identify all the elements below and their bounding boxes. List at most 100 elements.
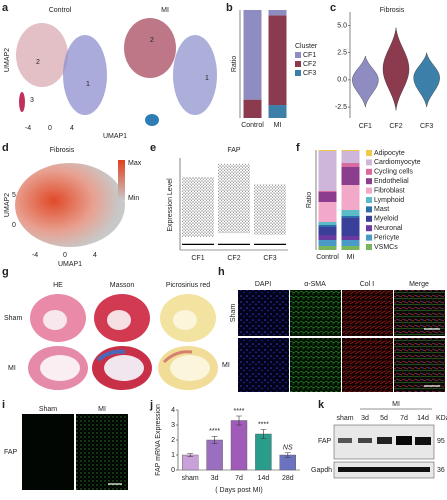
significance: NS — [283, 445, 293, 452]
lumen — [104, 355, 144, 381]
row-label: MI — [8, 365, 16, 372]
bar-segment — [318, 202, 337, 222]
axis-label: ( Days post MI) — [215, 487, 262, 494]
bar-segment — [318, 222, 337, 225]
bar-segment — [243, 10, 262, 100]
cloud — [173, 35, 217, 115]
tick-label: 0 — [12, 222, 16, 229]
cluster-label: 2 — [36, 59, 40, 66]
x-tick-label: 14d — [258, 475, 270, 482]
fibrosis — [96, 349, 126, 362]
bar-segment — [341, 150, 360, 151]
column-label: Merge — [409, 281, 429, 288]
column-label: α-SMA — [304, 281, 326, 288]
band — [415, 437, 431, 445]
image — [290, 290, 341, 336]
column-label: Masson — [110, 282, 135, 289]
panel-letter: c — [330, 2, 336, 14]
row-label: Sham — [230, 304, 237, 322]
row-label: MI — [222, 362, 230, 369]
tick-label: 4 — [70, 125, 74, 132]
legend-label: Fibroblast — [374, 187, 405, 194]
image — [290, 338, 341, 392]
bar-segment — [243, 99, 262, 118]
bar-segment — [341, 163, 360, 167]
x-tick-label: CF1 — [191, 255, 204, 262]
legend-label: CF3 — [303, 70, 316, 77]
y-tick-label: 4 — [171, 407, 175, 414]
bar-segment — [318, 235, 337, 240]
column-label: Sham — [39, 406, 57, 413]
violin — [413, 52, 440, 108]
bar-segment — [318, 150, 337, 151]
unit-label: KDa — [436, 415, 447, 422]
bar-segment — [268, 15, 287, 106]
image — [76, 414, 128, 490]
lane-label: 7d — [400, 415, 408, 422]
x-tick-label: CF2 — [227, 255, 240, 262]
axis-label: Ratio — [231, 56, 238, 72]
legend-label: VSMCs — [374, 244, 398, 251]
bar-segment — [318, 191, 337, 192]
bar-segment — [341, 246, 360, 250]
panel-letter: j — [149, 399, 153, 411]
lane-label: 14d — [417, 415, 429, 422]
cluster-label: 1 — [205, 75, 209, 82]
histology — [28, 294, 218, 390]
panel-letter: i — [2, 399, 5, 411]
bar — [181, 454, 199, 471]
lane-label: sham — [336, 415, 353, 422]
bar-segment — [268, 10, 287, 16]
panel-letter: d — [2, 142, 9, 154]
error-bar — [187, 453, 194, 457]
axis-label: FAP mRNA Expression — [155, 404, 162, 476]
cloud — [15, 163, 125, 247]
band-label: Gapdh — [311, 467, 332, 474]
panel-letter: e — [150, 142, 156, 154]
color-scale — [118, 160, 125, 200]
significance: **** — [234, 408, 245, 415]
cloud — [63, 35, 107, 115]
size-label: 95 — [437, 438, 445, 445]
legend-swatch — [295, 70, 301, 76]
cloud — [16, 23, 68, 87]
y-tick-label: 5.0 — [337, 22, 347, 29]
column-label: Picrosirius red — [166, 282, 210, 289]
legend-swatch — [295, 52, 301, 58]
bar-segment — [341, 151, 360, 163]
bar-segment — [318, 225, 337, 227]
image — [394, 338, 445, 392]
fibrosis — [162, 350, 193, 364]
band-label: FAP — [318, 438, 332, 445]
western-blot — [333, 408, 435, 479]
point-cloud — [182, 176, 214, 237]
error-bar — [260, 429, 267, 439]
image — [342, 290, 393, 336]
legend-label: Cycling cells — [374, 169, 413, 176]
cloud — [124, 18, 176, 78]
axis-label: UMAP2 — [4, 193, 11, 217]
umap-title: Control — [49, 7, 72, 14]
column-label: DAPI — [255, 281, 271, 288]
cloud — [19, 92, 25, 112]
x-tick-label: 7d — [235, 475, 243, 482]
image — [22, 414, 74, 490]
x-tick-label: Control — [316, 254, 339, 261]
tick-label: -4 — [25, 125, 31, 132]
bar-segment — [341, 218, 360, 236]
column-label: HE — [53, 282, 63, 289]
legend-label: CF2 — [303, 61, 316, 68]
point-cloud — [254, 184, 286, 235]
legend-swatch — [366, 215, 372, 222]
bar-segment — [341, 216, 360, 218]
x-tick-label: 3d — [211, 475, 219, 482]
y-tick-label: 0 — [171, 467, 175, 474]
significance: **** — [209, 428, 220, 435]
cluster-label: 3 — [30, 97, 34, 104]
band — [358, 438, 372, 443]
error-bar — [284, 452, 291, 458]
legend-label: Pericyte — [374, 234, 399, 241]
legend-label: CF1 — [303, 52, 316, 59]
axis-label: Expression Level — [167, 178, 174, 232]
axis-label: UMAP1 — [58, 261, 82, 268]
